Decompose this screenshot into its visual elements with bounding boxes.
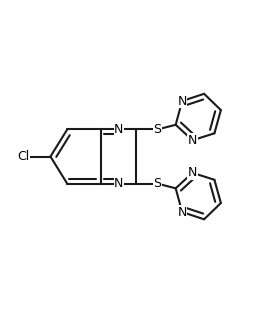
Text: N: N bbox=[177, 95, 187, 108]
Text: N: N bbox=[188, 166, 197, 179]
Text: Cl: Cl bbox=[17, 150, 29, 163]
Text: S: S bbox=[154, 123, 162, 136]
Text: N: N bbox=[114, 177, 123, 190]
Text: N: N bbox=[114, 123, 123, 136]
Text: S: S bbox=[154, 177, 162, 190]
Text: N: N bbox=[177, 206, 187, 218]
Text: N: N bbox=[188, 134, 197, 147]
